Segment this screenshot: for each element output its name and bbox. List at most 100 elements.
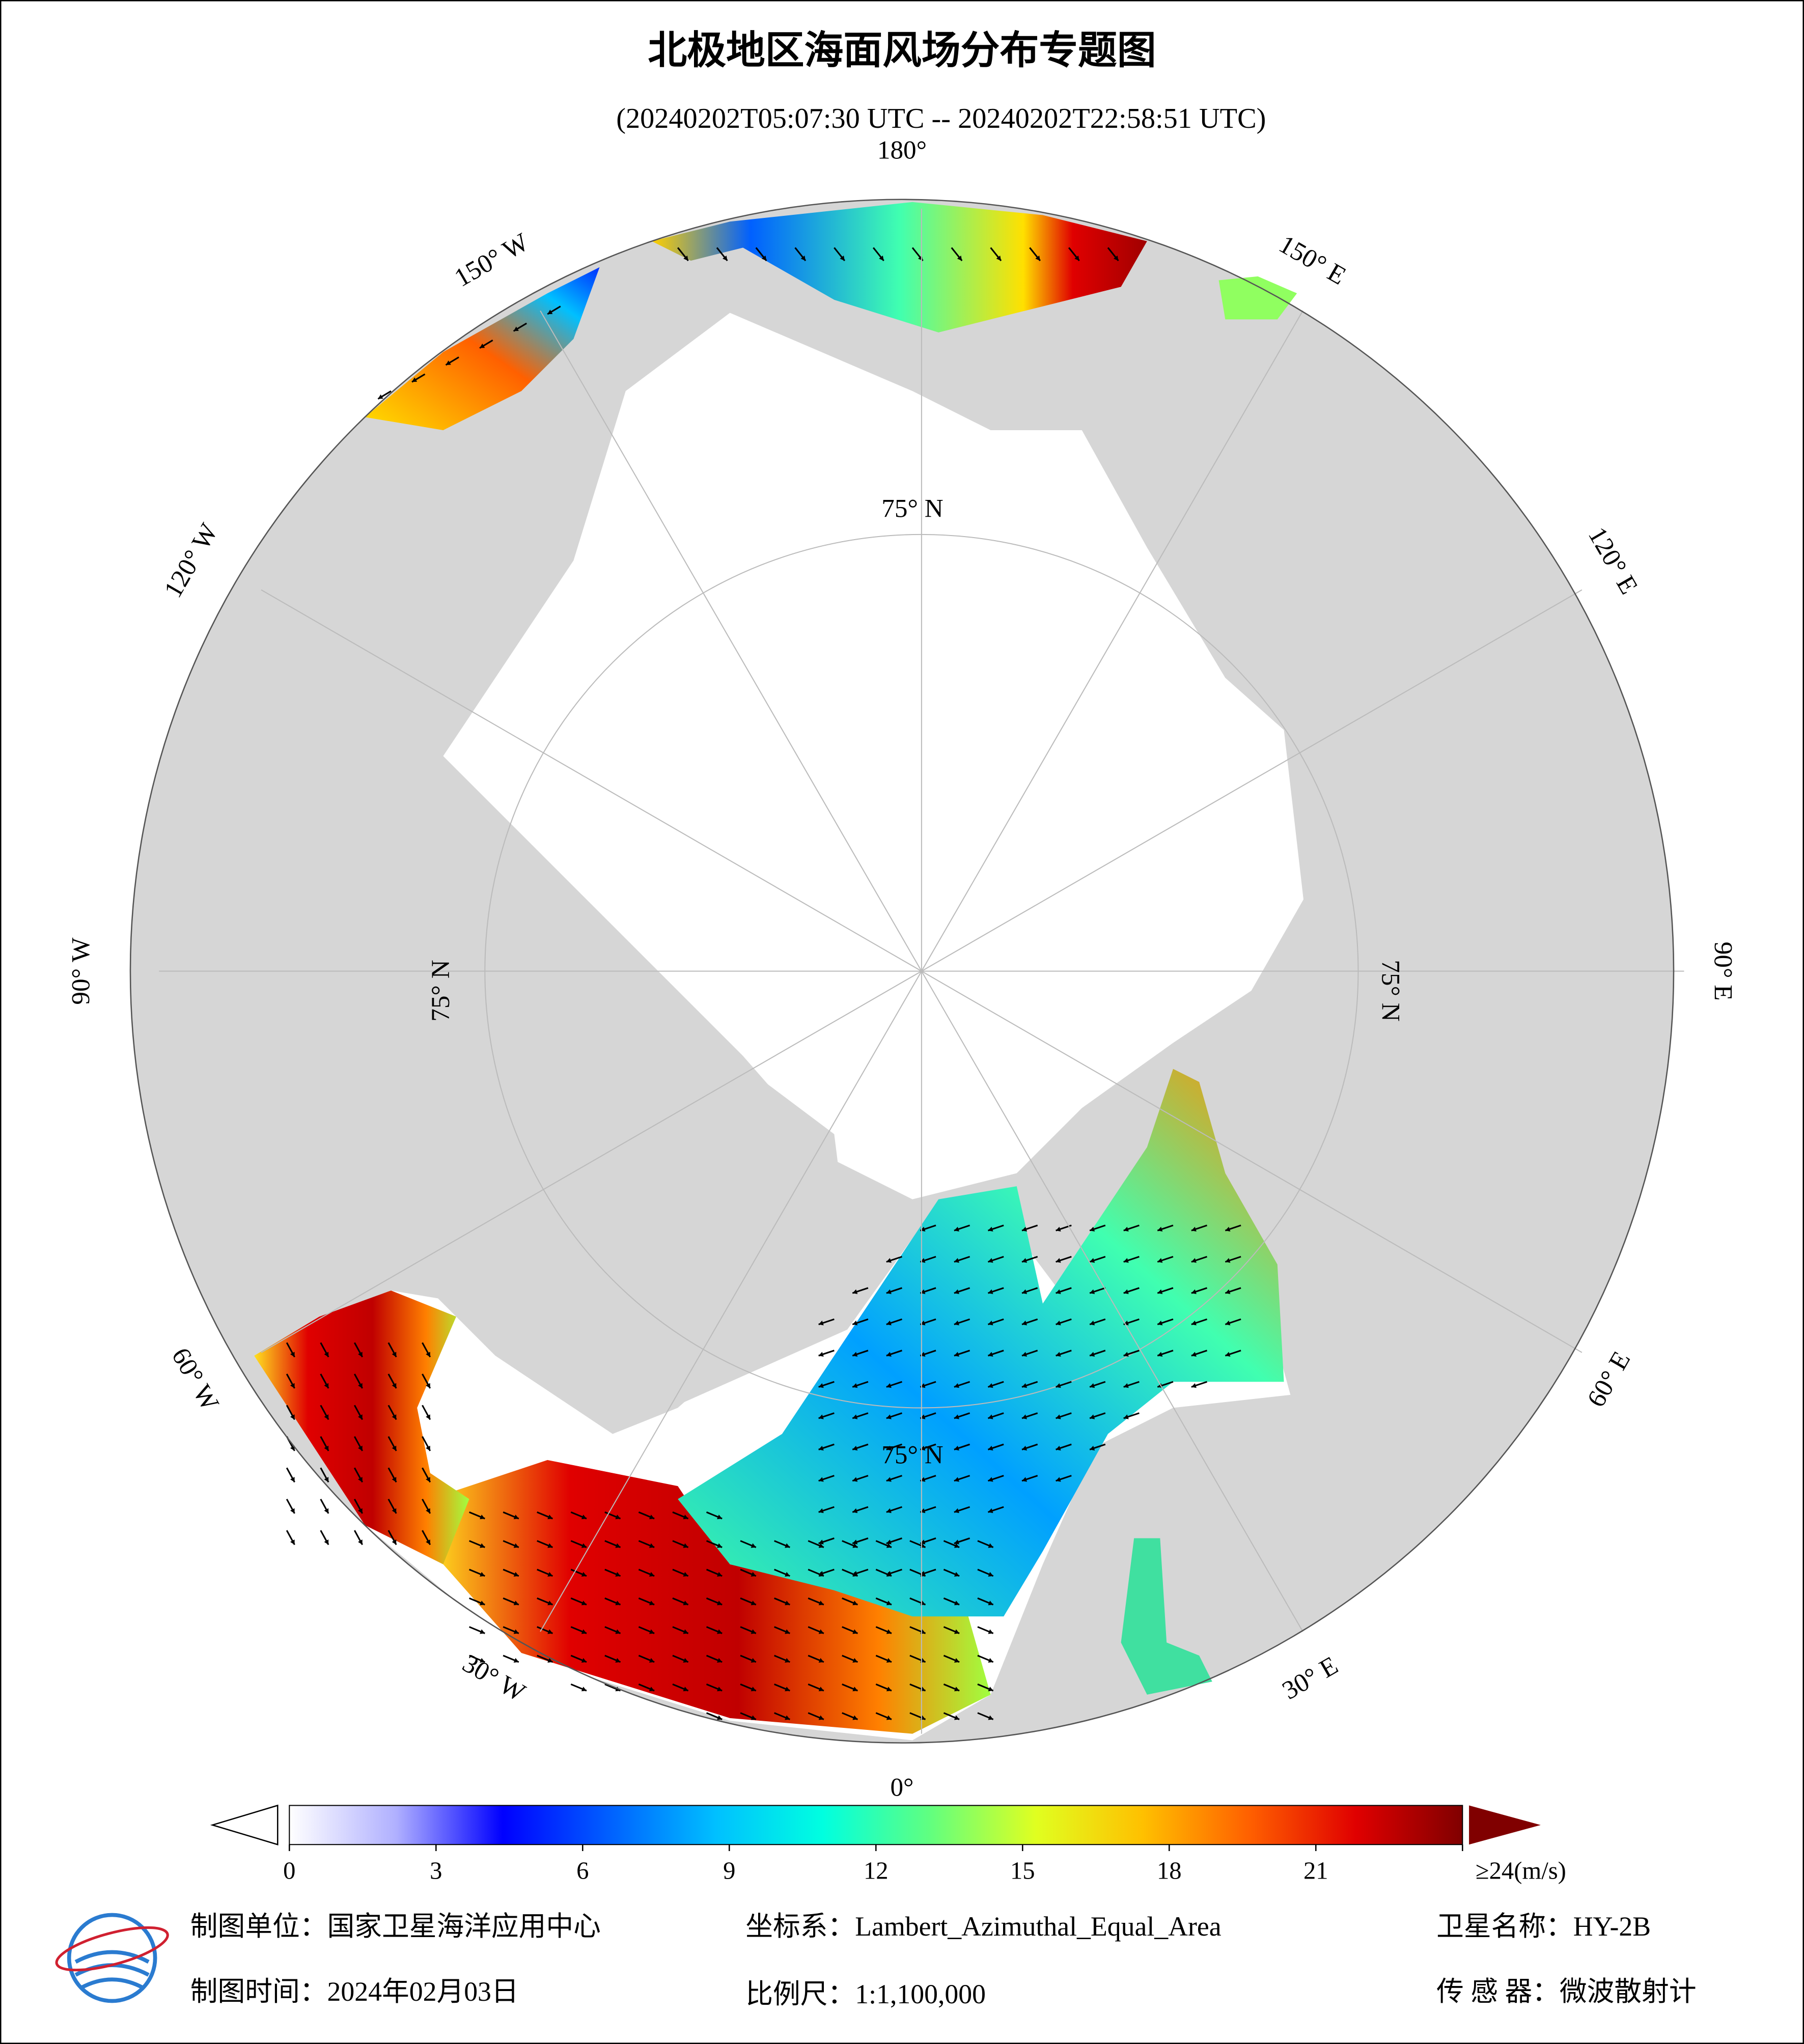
wind-arrow-head — [1114, 256, 1119, 261]
wind-arrow-head — [751, 1687, 756, 1692]
wind-arrow-head — [954, 1658, 960, 1663]
wind-arrow-head — [818, 1715, 824, 1720]
wind-arrow-head — [547, 1515, 553, 1520]
wind-arrow-head — [954, 1445, 959, 1451]
wind-arrow-head — [1022, 1383, 1028, 1388]
map-unit: 制图单位：国家卫星海洋应用中心 — [190, 1911, 601, 1942]
wind-arrow-head — [954, 1687, 960, 1692]
wind-arrow-head — [480, 343, 485, 348]
wind-arrow-head — [513, 1658, 519, 1663]
footer: 制图单位：国家卫星海洋应用中心 坐标系：Lambert_Azimuthal_Eq… — [55, 1911, 1697, 2009]
wind-arrow-head — [954, 1543, 960, 1548]
wind-arrow-head — [886, 1289, 892, 1294]
wind-arrow-head — [581, 1629, 587, 1634]
colorbar-tick-label: 12 — [864, 1857, 889, 1885]
wind-arrow-head — [785, 1629, 790, 1634]
wind-arrow-head — [717, 1629, 723, 1634]
wind-arrow-head — [1191, 1226, 1197, 1232]
wind-arrow-head — [852, 1539, 858, 1545]
wind-arrow-head — [513, 326, 519, 331]
wind-arrow-head — [818, 1571, 824, 1576]
wind-arrow-head — [886, 1508, 892, 1514]
longitude-label: 0° — [890, 1773, 913, 1802]
wind-arrow-head — [852, 1508, 858, 1514]
wind-arrow-head — [886, 1445, 892, 1451]
wind-arrow-head — [954, 1539, 959, 1545]
wind-arrow-head — [852, 1629, 858, 1634]
wind-arrow-head — [1157, 1289, 1163, 1294]
wind-arrow-head — [324, 1477, 329, 1482]
wind-arrow-head — [818, 1352, 824, 1357]
wind-arrow-head — [581, 1687, 587, 1692]
wind-arrow-head — [683, 1629, 688, 1634]
wind-arrow-head — [615, 1572, 621, 1577]
wind-arrow-head — [324, 1539, 329, 1545]
wind-arrow-head — [988, 1321, 993, 1326]
wind-arrow-head — [1157, 1321, 1163, 1326]
wind-arrow-head — [1157, 1258, 1163, 1263]
wind-arrow-head — [954, 1226, 959, 1232]
wind-arrow-head — [324, 1383, 329, 1389]
wind-arrow-head — [683, 1572, 688, 1577]
wind-arrow-head — [615, 1543, 621, 1548]
wind-arrow-head — [751, 1572, 756, 1577]
wind-arrow-head — [649, 1629, 655, 1634]
wind-arrow-head — [1090, 1383, 1095, 1388]
wind-arrow-head — [358, 1414, 363, 1420]
wind-arrow-head — [649, 1658, 655, 1663]
wind-arrow-head — [411, 377, 418, 382]
wind-arrow-head — [1022, 1226, 1028, 1232]
wind-arrow-head — [358, 1508, 363, 1514]
wind-arrow-head — [785, 1601, 790, 1606]
wind-arrow-head — [290, 1445, 295, 1451]
wind-arrow-head — [358, 1445, 363, 1451]
wind-arrow-head — [1074, 256, 1079, 261]
wind-arrow-head — [717, 1601, 723, 1606]
wind-arrow-head — [988, 1477, 993, 1482]
wind-arrow-head — [1123, 1258, 1129, 1263]
wind-arrow-head — [818, 1477, 824, 1482]
wind-arrow-head — [1123, 1226, 1129, 1232]
wind-arrow-head — [886, 1414, 892, 1419]
longitude-label: 90° W — [67, 937, 96, 1005]
wind-arrow-head — [446, 360, 451, 365]
wind-arrow-head — [988, 1715, 993, 1720]
wind-arrow-head — [392, 1539, 397, 1545]
wind-arrow-head — [818, 1508, 824, 1514]
wind-arrow-head — [513, 1572, 519, 1577]
wind-arrow-head — [1225, 1258, 1231, 1263]
wind-arrow-head — [818, 1321, 824, 1326]
latitude-label: 75° N — [881, 494, 943, 523]
wind-arrow-head — [392, 1477, 397, 1482]
wind-arrow-head — [1056, 1414, 1061, 1419]
wind-arrow-head — [480, 1572, 485, 1577]
wind-arrow-head — [649, 1572, 655, 1577]
wind-swath-atlantic — [430, 1460, 991, 1734]
wind-arrow-head — [1056, 1226, 1061, 1232]
wind-arrow-head — [1022, 1289, 1028, 1294]
wind-arrow-head — [324, 1414, 329, 1420]
map-date: 制图时间：2024年02月03日 — [190, 1976, 519, 2007]
wind-arrow-head — [1090, 1289, 1095, 1294]
meridian — [921, 589, 1583, 972]
wind-arrow-head — [886, 1687, 892, 1692]
wind-arrow-head — [761, 256, 767, 261]
wind-arrow-head — [879, 256, 884, 261]
title: 北极地区海面风场分布专题图 — [648, 29, 1156, 72]
wind-swath-nordic — [678, 1069, 1284, 1617]
wind-arrow-head — [1022, 1258, 1028, 1263]
wind-arrow-head — [547, 1543, 553, 1548]
wind-arrow-head — [852, 1383, 858, 1388]
wind-arrow-head — [818, 1658, 824, 1663]
wind-arrow-head — [1022, 1321, 1028, 1326]
wind-arrow-head — [649, 1543, 655, 1548]
wind-arrow-head — [988, 1543, 993, 1548]
wind-arrow-head — [358, 1352, 363, 1357]
wind-arrows — [286, 247, 1241, 1720]
wind-arrow-head — [886, 1658, 892, 1663]
wind-arrow-head — [988, 1414, 993, 1419]
wind-arrow-head — [818, 1629, 824, 1634]
wind-arrow-head — [1035, 256, 1040, 261]
wind-arrow-head — [996, 256, 1002, 261]
